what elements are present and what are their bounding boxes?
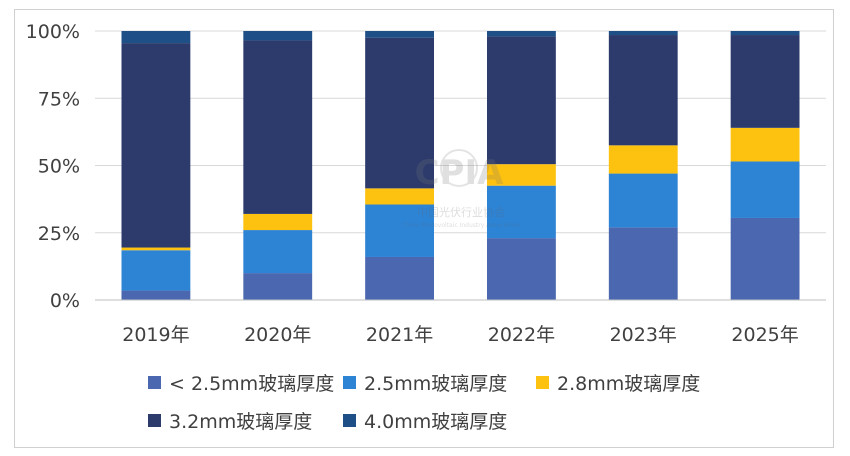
bar-segment — [486, 238, 556, 300]
bar-segment — [243, 31, 313, 41]
bar-segment — [121, 31, 191, 44]
watermark-name: 中国光伏行业协会 — [417, 205, 505, 219]
legend-swatch — [343, 414, 356, 427]
bar-segment — [243, 40, 313, 214]
y-tick-label: 50% — [38, 156, 80, 178]
bar-segment — [243, 213, 313, 231]
bar-segment — [121, 290, 191, 300]
y-tick-label: 0% — [50, 290, 80, 312]
legend-label: 2.5mm玻璃厚度 — [364, 373, 507, 395]
bar-segment — [730, 35, 800, 128]
bar-segment — [486, 36, 556, 165]
x-tick-label: 2019年 — [122, 324, 189, 346]
bar-segment — [121, 250, 191, 291]
legend: < 2.5mm玻璃厚度 2.5mm玻璃厚度 2.8mm玻璃厚度 3.2mm玻璃厚度 4.… — [148, 373, 700, 433]
bar-segment — [121, 247, 191, 251]
y-axis: 0% 25% 50% 75% 100% — [26, 21, 80, 312]
x-axis: 2019年 2020年 2021年 2022年 2023年 2025年 — [122, 324, 799, 346]
x-tick-label: 2020年 — [244, 324, 311, 346]
bar-segment — [730, 161, 800, 218]
watermark-english: China Photovoltaic Industry Association — [402, 222, 521, 229]
bar-segment — [608, 227, 678, 300]
watermark-logo-text: CPIA — [415, 153, 505, 193]
legend-label: 3.2mm玻璃厚度 — [169, 411, 312, 433]
bars — [121, 31, 800, 300]
legend-swatch — [343, 376, 356, 389]
bar-segment — [365, 256, 435, 300]
bar-segment — [486, 185, 556, 239]
x-tick-label: 2021年 — [366, 324, 433, 346]
x-tick-label: 2022年 — [488, 324, 555, 346]
x-tick-label: 2023年 — [610, 324, 677, 346]
legend-label: 2.8mm玻璃厚度 — [557, 373, 700, 395]
bar-segment — [486, 164, 556, 186]
legend-swatch — [536, 376, 549, 389]
bar-segment — [365, 31, 435, 38]
legend-label: 4.0mm玻璃厚度 — [364, 411, 507, 433]
bar-segment — [486, 31, 556, 37]
cpia-watermark: CPIA 中国光伏行业协会 China Photovoltaic Industr… — [402, 149, 521, 229]
legend-swatch — [148, 376, 161, 389]
y-tick-label: 75% — [38, 88, 80, 110]
bar-segment — [730, 217, 800, 300]
bar-segment — [365, 204, 435, 257]
bar-segment — [365, 37, 435, 189]
bar-segment — [608, 145, 678, 174]
y-tick-label: 25% — [38, 223, 80, 245]
watermark-sun-icon — [440, 149, 478, 187]
x-tick-label: 2025年 — [731, 324, 798, 346]
legend-swatch — [148, 414, 161, 427]
bar-segment — [243, 273, 313, 300]
bar-segment — [243, 230, 313, 274]
bar-segment — [121, 43, 191, 248]
bar-segment — [730, 127, 800, 162]
bar-segment — [608, 31, 678, 36]
bar-segment — [730, 31, 800, 36]
gridlines — [95, 30, 826, 234]
bar-segment — [365, 188, 435, 205]
bar-segment — [608, 173, 678, 228]
y-tick-label: 100% — [26, 21, 80, 43]
bar-segment — [608, 35, 678, 146]
legend-label: < 2.5mm玻璃厚度 — [169, 373, 334, 395]
